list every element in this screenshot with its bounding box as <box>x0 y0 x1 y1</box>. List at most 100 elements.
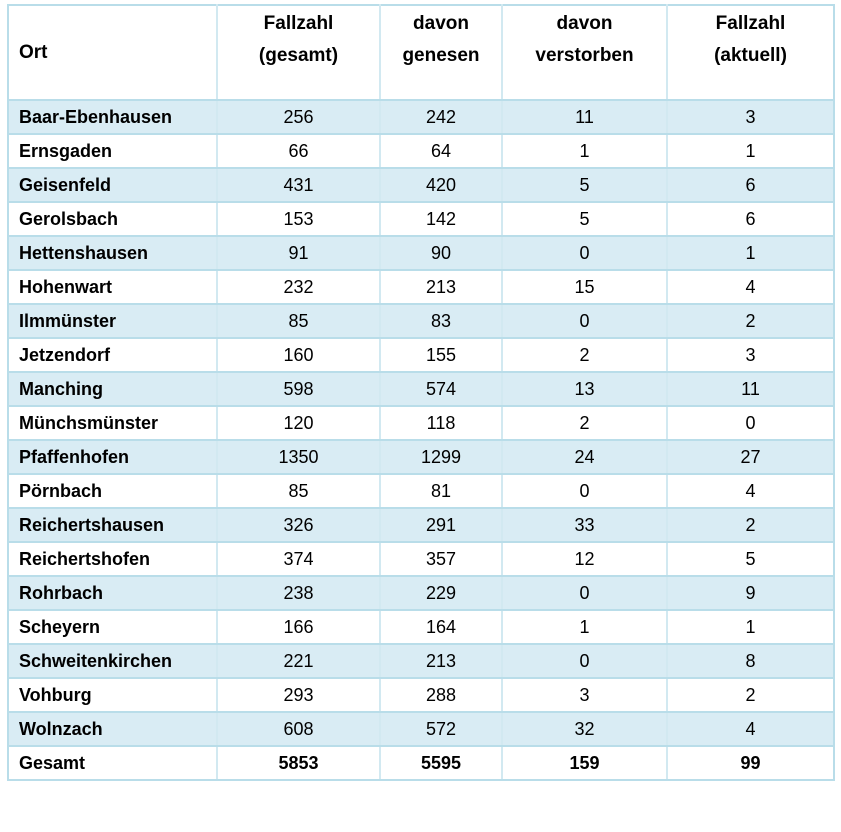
cell-aktuell: 9 <box>666 575 835 611</box>
cell-ort: Reichertshofen <box>7 541 218 577</box>
cell-genesen: 213 <box>379 643 503 679</box>
cell-genesen: 420 <box>379 167 503 203</box>
table-row: Schweitenkirchen 221 213 0 8 <box>7 643 835 679</box>
cell-gesamt: 598 <box>216 371 381 407</box>
cell-aktuell: 4 <box>666 711 835 747</box>
cell-verstorben: 0 <box>501 575 668 611</box>
cell-genesen: 357 <box>379 541 503 577</box>
cell-gesamt: 85 <box>216 473 381 509</box>
table-header: Ort Fallzahl (gesamt) davon genesen davon vers… <box>7 4 835 101</box>
cell-aktuell: 8 <box>666 643 835 679</box>
cell-genesen: 81 <box>379 473 503 509</box>
cell-genesen: 572 <box>379 711 503 747</box>
cell-verstorben: 0 <box>501 303 668 339</box>
cell-genesen: 1299 <box>379 439 503 475</box>
cell-gesamt: 431 <box>216 167 381 203</box>
cell-aktuell: 2 <box>666 677 835 713</box>
cell-genesen: 83 <box>379 303 503 339</box>
cell-ort: Pörnbach <box>7 473 218 509</box>
column-header-genesen: davon genesen <box>379 4 503 101</box>
cell-gesamt: 166 <box>216 609 381 645</box>
cell-aktuell: 4 <box>666 473 835 509</box>
cell-verstorben: 1 <box>501 133 668 169</box>
cell-genesen: 164 <box>379 609 503 645</box>
table-row: Pörnbach 85 81 0 4 <box>7 473 835 509</box>
cell-gesamt: 256 <box>216 99 381 135</box>
cell-ort: Baar-Ebenhausen <box>7 99 218 135</box>
cell-gesamt: 238 <box>216 575 381 611</box>
table-row: Baar-Ebenhausen 256 242 11 3 <box>7 99 835 135</box>
cell-ort: Münchsmünster <box>7 405 218 441</box>
cell-gesamt: 221 <box>216 643 381 679</box>
cell-ort: Schweitenkirchen <box>7 643 218 679</box>
cell-genesen: 142 <box>379 201 503 237</box>
total-cell-gesamt: 5853 <box>216 745 381 781</box>
header-label-line: davon <box>413 13 469 34</box>
table-row: Ilmmünster 85 83 0 2 <box>7 303 835 339</box>
cell-ort: Hettenshausen <box>7 235 218 271</box>
cell-verstorben: 11 <box>501 99 668 135</box>
cell-ort: Gerolsbach <box>7 201 218 237</box>
cell-genesen: 64 <box>379 133 503 169</box>
table-row: Rohrbach 238 229 0 9 <box>7 575 835 611</box>
cell-gesamt: 374 <box>216 541 381 577</box>
cell-ort: Hohenwart <box>7 269 218 305</box>
cell-gesamt: 85 <box>216 303 381 339</box>
header-label-line: davon <box>556 13 613 34</box>
header-label-line: Fallzahl <box>263 13 334 34</box>
cell-aktuell: 1 <box>666 133 835 169</box>
total-cell-aktuell: 99 <box>666 745 835 781</box>
cell-gesamt: 608 <box>216 711 381 747</box>
cell-aktuell: 3 <box>666 337 835 373</box>
cell-gesamt: 153 <box>216 201 381 237</box>
cell-gesamt: 160 <box>216 337 381 373</box>
table-row: Scheyern 166 164 1 1 <box>7 609 835 645</box>
table-row: Ernsgaden 66 64 1 1 <box>7 133 835 169</box>
cell-aktuell: 27 <box>666 439 835 475</box>
cell-genesen: 291 <box>379 507 503 543</box>
cell-aktuell: 2 <box>666 507 835 543</box>
cell-gesamt: 120 <box>216 405 381 441</box>
cell-aktuell: 6 <box>666 201 835 237</box>
table-body: Baar-Ebenhausen 256 242 11 3 Ernsgaden 66 64 1 1 G… <box>7 99 835 781</box>
cell-verstorben: 24 <box>501 439 668 475</box>
cell-aktuell: 3 <box>666 99 835 135</box>
cell-genesen: 229 <box>379 575 503 611</box>
header-label-line: (aktuell) <box>714 45 787 66</box>
header-row: Ort Fallzahl (gesamt) davon genesen davon vers… <box>7 4 835 101</box>
cell-aktuell: 6 <box>666 167 835 203</box>
total-row: Gesamt 5853 5595 159 99 <box>7 745 835 781</box>
cell-ort: Wolnzach <box>7 711 218 747</box>
cell-gesamt: 293 <box>216 677 381 713</box>
table-row: Vohburg 293 288 3 2 <box>7 677 835 713</box>
cell-gesamt: 66 <box>216 133 381 169</box>
column-header-ort: Ort <box>7 4 218 101</box>
cell-verstorben: 0 <box>501 235 668 271</box>
column-header-gesamt: Fallzahl (gesamt) <box>216 4 381 101</box>
cell-aktuell: 1 <box>666 609 835 645</box>
cell-verstorben: 5 <box>501 167 668 203</box>
table-row: Hohenwart 232 213 15 4 <box>7 269 835 305</box>
cell-verstorben: 2 <box>501 337 668 373</box>
covid-table-container: Ort Fallzahl (gesamt) davon genesen davon vers… <box>7 4 835 781</box>
cell-ort: Scheyern <box>7 609 218 645</box>
header-label-line: (gesamt) <box>258 45 339 66</box>
cell-genesen: 574 <box>379 371 503 407</box>
header-label-line: genesen <box>402 45 480 66</box>
cell-verstorben: 3 <box>501 677 668 713</box>
cell-ort: Vohburg <box>7 677 218 713</box>
total-cell-ort: Gesamt <box>7 745 218 781</box>
cell-ort: Jetzendorf <box>7 337 218 373</box>
table-row: Jetzendorf 160 155 2 3 <box>7 337 835 373</box>
cell-aktuell: 0 <box>666 405 835 441</box>
cell-ort: Pfaffenhofen <box>7 439 218 475</box>
cell-verstorben: 0 <box>501 473 668 509</box>
cell-ort: Rohrbach <box>7 575 218 611</box>
table-row: Wolnzach 608 572 32 4 <box>7 711 835 747</box>
cell-verstorben: 5 <box>501 201 668 237</box>
cell-verstorben: 0 <box>501 643 668 679</box>
cell-ort: Reichertshausen <box>7 507 218 543</box>
cell-ort: Manching <box>7 371 218 407</box>
cell-ort: Ernsgaden <box>7 133 218 169</box>
header-label-line: Ort <box>19 41 48 63</box>
